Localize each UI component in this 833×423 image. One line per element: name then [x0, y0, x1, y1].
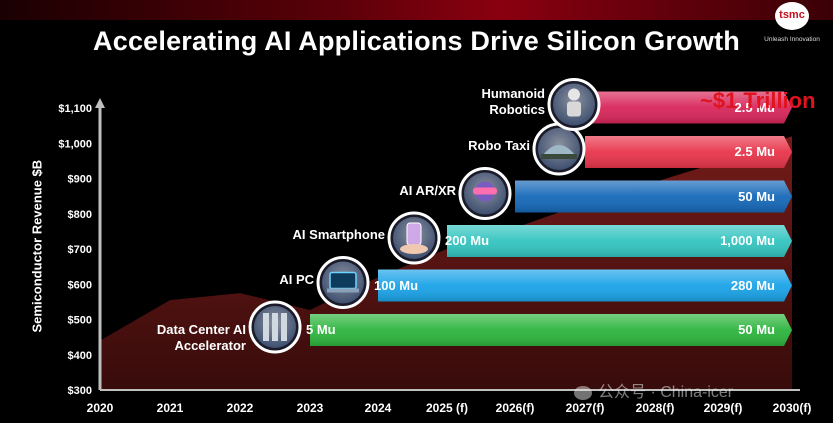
end-units-label: 2.5 Mu	[734, 99, 775, 115]
application-name-line: AI PC	[279, 271, 314, 287]
application-bar	[458, 167, 792, 220]
bar-gloss	[585, 136, 792, 168]
application-bar	[248, 300, 792, 354]
x-tick-label: 2029(f)	[704, 401, 743, 415]
end-units-label: 280 Mu	[730, 277, 775, 293]
hand-shape	[400, 244, 428, 254]
end-units-label: 50 Mu	[738, 188, 775, 204]
phone-body	[406, 222, 422, 246]
watermark-text: 公众号 · China-icer	[598, 384, 734, 401]
application-bar	[316, 256, 792, 309]
bar-gloss	[378, 269, 792, 302]
server-rack	[281, 313, 287, 341]
slide-title: Accelerating AI Applications Drive Silic…	[93, 26, 740, 56]
car-body	[543, 145, 575, 155]
application-name: AI AR/XR	[399, 183, 456, 199]
application-name-line: AI AR/XR	[399, 182, 456, 198]
y-axis-arrow	[95, 98, 105, 108]
laptop-base	[327, 288, 359, 293]
application-name-line: Robotics	[489, 101, 545, 117]
server-rack	[272, 313, 278, 341]
bar-gloss	[310, 314, 792, 346]
end-units-label: 1,000 Mu	[720, 233, 775, 248]
y-tick-label: $900	[68, 174, 92, 186]
trillion-annotation: ~$1 Trillion	[700, 88, 816, 113]
bar-gloss	[447, 225, 792, 257]
top-accent-bar	[0, 0, 833, 20]
bar-gloss	[575, 91, 792, 124]
logo-wordmark: tsmc	[779, 9, 805, 21]
x-tick-label: 2030(f)	[773, 401, 812, 415]
y-tick-label: $300	[68, 385, 92, 397]
start-units-label: 5 Mu	[306, 322, 336, 337]
application-name-line: Humanoid	[481, 85, 545, 101]
application-bar	[532, 122, 792, 176]
y-tick-label: $700	[68, 244, 92, 256]
x-tick-label: 2026(f)	[496, 401, 535, 415]
y-tick-label: $1,000	[58, 138, 92, 150]
application-name: Robo Taxi	[468, 138, 530, 154]
y-tick-label: $800	[68, 209, 92, 221]
start-units-label: 100 Mu	[374, 277, 419, 293]
y-tick-label: $1,100	[58, 103, 92, 115]
x-tick-label: 2023	[297, 401, 324, 415]
logo-emblem: tsmc	[775, 2, 809, 30]
company-logo: tsmc Unleash Innovation	[757, 2, 827, 48]
laptop-screen	[329, 271, 357, 290]
x-tick-label: 2027(f)	[566, 401, 605, 415]
logo-tagline: Unleash Innovation	[764, 36, 820, 43]
y-tick-label: $400	[68, 350, 92, 362]
application-name-line: Data Center AI	[156, 322, 246, 337]
bar-gloss	[515, 180, 792, 213]
vr-headset	[473, 187, 497, 195]
start-units-label: 200 Mu	[445, 233, 490, 248]
watermark: 公众号 · China-icer	[574, 378, 733, 402]
application-name: AI PC	[279, 272, 314, 288]
robot-head	[568, 88, 580, 101]
x-tick-label: 2021	[157, 401, 184, 415]
application-name-line: Accelerator	[174, 338, 246, 353]
car-base	[541, 154, 577, 159]
x-tick-label: 2025 (f)	[426, 401, 468, 415]
end-units-label: 50 Mu	[738, 322, 775, 337]
application-bar	[387, 211, 792, 265]
application-name: AI Smartphone	[293, 227, 385, 243]
application-bar	[547, 78, 792, 131]
wechat-icon	[574, 385, 592, 400]
robot-torso	[567, 101, 581, 117]
y-tick-label: $600	[68, 279, 92, 291]
application-name: Data Center AI Accelerator	[157, 322, 246, 354]
end-units-label: 2.5 Mu	[734, 144, 775, 159]
application-name-line: AI Smartphone	[292, 227, 385, 242]
x-tick-label: 2020	[87, 401, 114, 415]
application-name: Humanoid Robotics	[481, 86, 545, 118]
x-tick-label: 2024	[365, 401, 392, 415]
x-tick-label: 2022	[227, 401, 254, 415]
y-tick-label: $500	[68, 315, 92, 327]
application-name-line: Robo Taxi	[468, 138, 530, 153]
server-rack	[263, 313, 269, 341]
x-tick-label: 2028(f)	[636, 401, 675, 415]
